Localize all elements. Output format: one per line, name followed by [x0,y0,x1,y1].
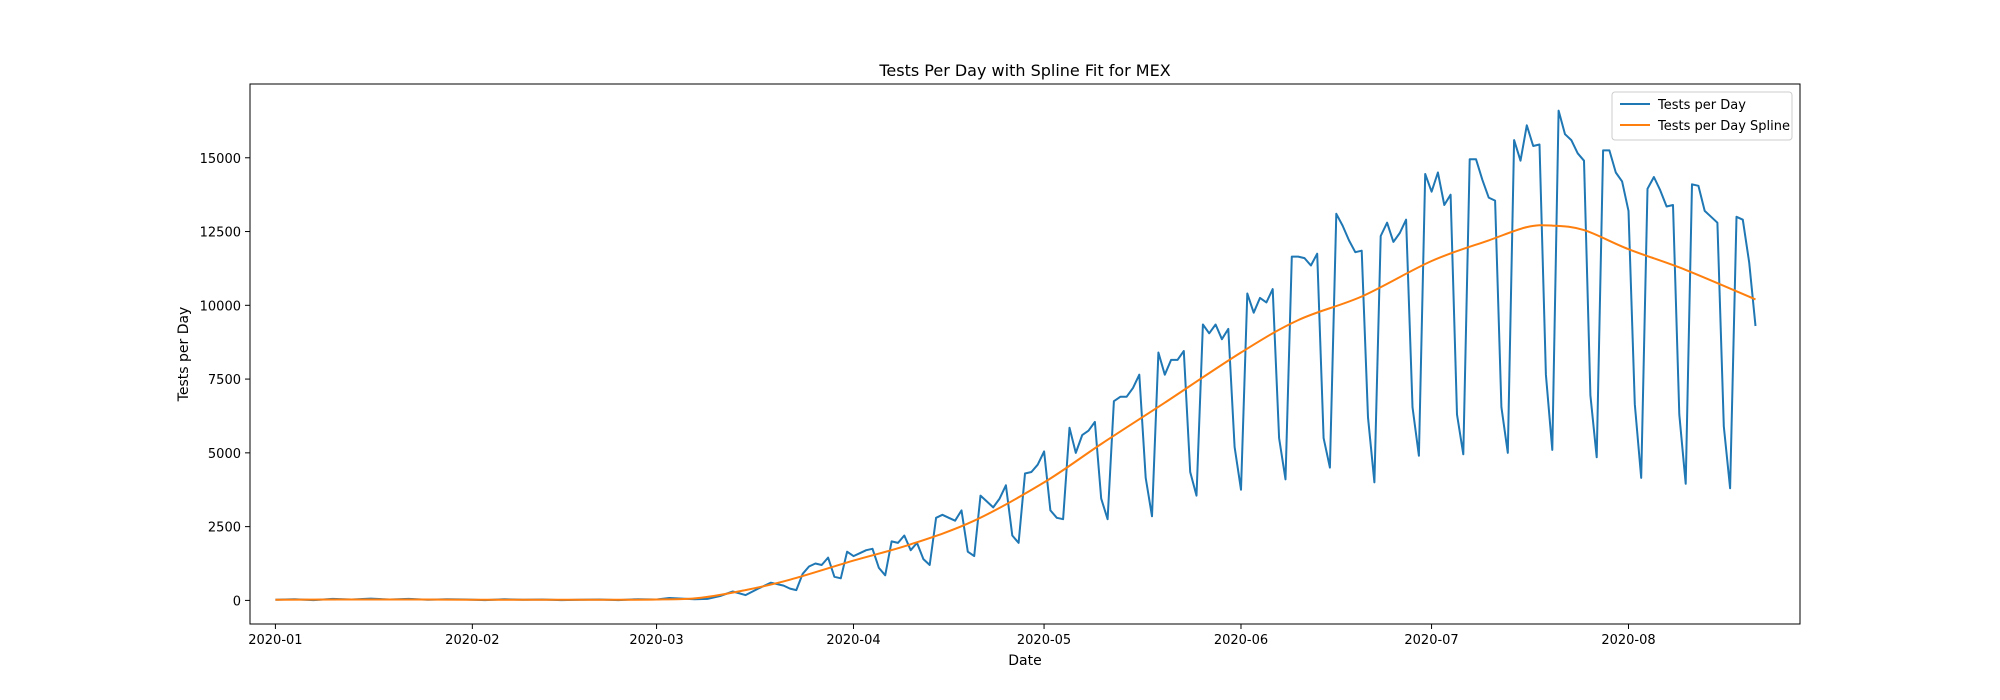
x-tick-label: 2020-05 [1017,633,1071,648]
series-line-tests-per-day [275,109,1757,602]
plot-area-frame [249,83,1801,625]
legend-box [1611,91,1793,141]
x-tick-label: 2020-01 [248,633,302,648]
y-tick-label: 0 [233,594,241,609]
legend: Tests per Day Tests per Day Spline [1611,91,1793,141]
x-tick-label: 2020-03 [629,633,683,648]
y-tick-label: 2500 [208,521,241,536]
y-tick-label: 12500 [200,226,241,241]
x-tick-label: 2020-02 [445,633,499,648]
y-axis-label: Tests per Day [176,307,192,403]
x-tick-label: 2020-08 [1601,633,1655,648]
legend-label: Tests per Day [1657,98,1746,113]
y-tick-label: 15000 [200,152,241,167]
x-tick-label: 2020-07 [1404,633,1458,648]
x-axis-label: Date [1008,653,1041,669]
x-tick-label: 2020-06 [1214,633,1268,648]
chart-title: Tests Per Day with Spline Fit for MEX [878,61,1170,80]
y-tick-label: 7500 [208,373,241,388]
x-axis-ticks: 2020-01 2020-02 2020-03 2020-04 2020-05 2020-… [248,624,1656,648]
y-tick-label: 5000 [208,447,241,462]
legend-label: Tests per Day Spline [1657,119,1790,134]
series-line-tests-per-day-spline [275,224,1756,601]
y-tick-label: 10000 [200,299,241,314]
y-axis-ticks: 0 2500 5000 7500 10000 12500 15000 [200,152,250,609]
plot-series [275,109,1757,602]
x-tick-label: 2020-04 [826,633,880,648]
